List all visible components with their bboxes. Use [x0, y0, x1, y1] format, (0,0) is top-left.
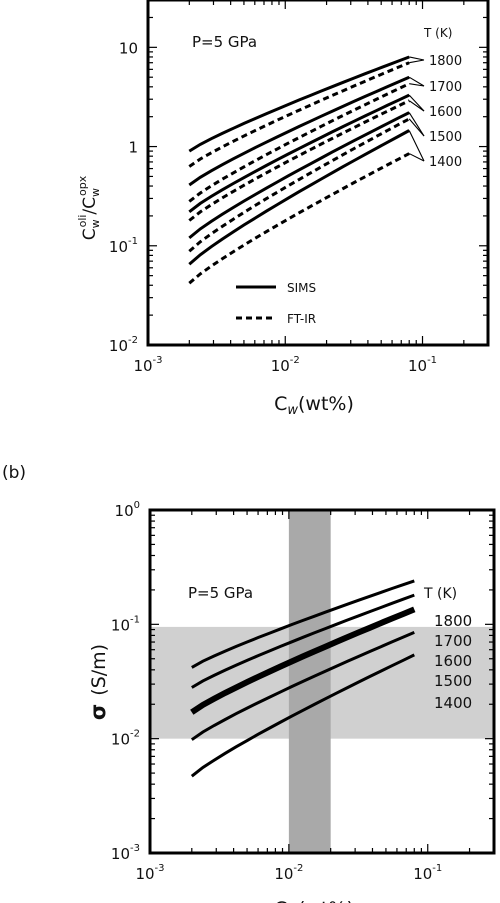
series-line-1500-ft-ir [188, 117, 410, 253]
series-line-1800 [191, 579, 415, 669]
y-tick-label: 1 [128, 139, 138, 157]
series-line-1400-ft-ir [188, 152, 410, 285]
panel-b-y-axis-label: σ(S/m) [86, 644, 110, 720]
leader-line [408, 94, 425, 112]
leader-line [408, 76, 425, 87]
temperature-label-1800: 1800 [429, 54, 462, 69]
y-tick-label: 10-1 [109, 236, 138, 256]
y-tick-label: 100 [115, 500, 140, 520]
panel-b-plot-frame [148, 508, 496, 855]
x-tick-label: 10-2 [271, 355, 300, 375]
leader-line [408, 112, 425, 137]
y-tick-label: 10-2 [109, 335, 138, 355]
panel-b-series-group [190, 579, 416, 778]
y-tick-label: 10-2 [111, 729, 140, 749]
leader-line [408, 118, 425, 137]
series-line-1500-sims [188, 111, 410, 240]
series-line-1600-sims [188, 93, 410, 213]
panel-a-legend-title: T (K) [423, 26, 452, 40]
chart-panel-b: 10-3 10-2 10-1 10-3 10-2 10-1 100 P=5 GPa T (K… [86, 500, 496, 903]
leader-line [408, 153, 425, 162]
panel-a-plot-frame [146, 0, 490, 347]
panel-b-x-axis-label: Cw(wt%) [274, 898, 354, 903]
series-line-1600-ft-ir [188, 99, 410, 222]
svg-text:σ(S/m): σ(S/m) [86, 644, 110, 720]
leader-line [408, 100, 425, 112]
series-line-1800-ft-ir [188, 61, 410, 168]
x-tick-label: 10-3 [135, 863, 164, 883]
series-line-1500 [190, 631, 415, 741]
leader-line [408, 130, 425, 162]
svg-text:Cw(wt%): Cw(wt%) [274, 393, 354, 418]
legend-sims-label: SIMS [287, 281, 316, 295]
panel-a-legend: SIMS FT-IR [236, 281, 316, 326]
series-line-1700 [191, 593, 415, 689]
temperature-label-1700: 1700 [434, 632, 472, 650]
y-tick-label: 10-3 [111, 843, 140, 863]
leader-line [409, 83, 425, 87]
series-line-1600 [190, 606, 416, 715]
panel-a-temperature-labels: 1800 1700 1600 1500 1400 [408, 54, 462, 170]
series-line-1700-sims [188, 75, 410, 187]
panel-a-annotation: P=5 GPa [192, 33, 257, 51]
leader-line [409, 56, 425, 61]
svg-text:Cw(wt%): Cw(wt%) [274, 898, 354, 903]
temperature-label-1800: 1800 [434, 612, 472, 630]
panel-b-ticks: 10-3 10-2 10-1 10-3 10-2 10-1 100 [111, 500, 495, 883]
legend-ftir-label: FT-IR [287, 312, 316, 326]
temperature-label-1500: 1500 [434, 672, 472, 690]
shaded-band-water-content [288, 510, 331, 853]
series-line-1700-ft-ir [188, 82, 410, 203]
panel-b-temperature-labels: 1800 1700 1600 1500 1400 [434, 612, 472, 712]
temperature-label-1700: 1700 [429, 80, 462, 95]
temperature-label-1400: 1400 [429, 155, 462, 170]
panel-b-annotation: P=5 GPa [188, 584, 253, 602]
temperature-label-1600: 1600 [434, 652, 472, 670]
panel-a-x-axis-label: Cw(wt%) [274, 393, 354, 418]
panel-a-series-group [188, 55, 410, 285]
series-line-1800-sims [188, 55, 410, 153]
leader-line [409, 59, 425, 64]
series-line-1400-sims [188, 129, 410, 266]
temperature-label-1400: 1400 [434, 694, 472, 712]
temperature-label-1600: 1600 [429, 105, 462, 120]
x-tick-label: 10-3 [133, 355, 162, 375]
x-tick-label: 10-1 [408, 355, 437, 375]
svg-text:Cwoli/Cwopx: Cwoli/Cwopx [76, 175, 102, 240]
x-tick-label: 10-2 [274, 863, 303, 883]
panel-b-legend-title: T (K) [423, 586, 457, 602]
temperature-label-1500: 1500 [429, 130, 462, 145]
y-tick-label: 10-1 [111, 614, 140, 634]
panel-a-y-axis-label: Cwoli/Cwopx [76, 175, 102, 240]
panel-b-label: (b) [2, 463, 26, 483]
y-tick-label: 10 [119, 39, 138, 57]
series-line-1400 [190, 653, 415, 778]
x-tick-label: 10-1 [413, 863, 442, 883]
